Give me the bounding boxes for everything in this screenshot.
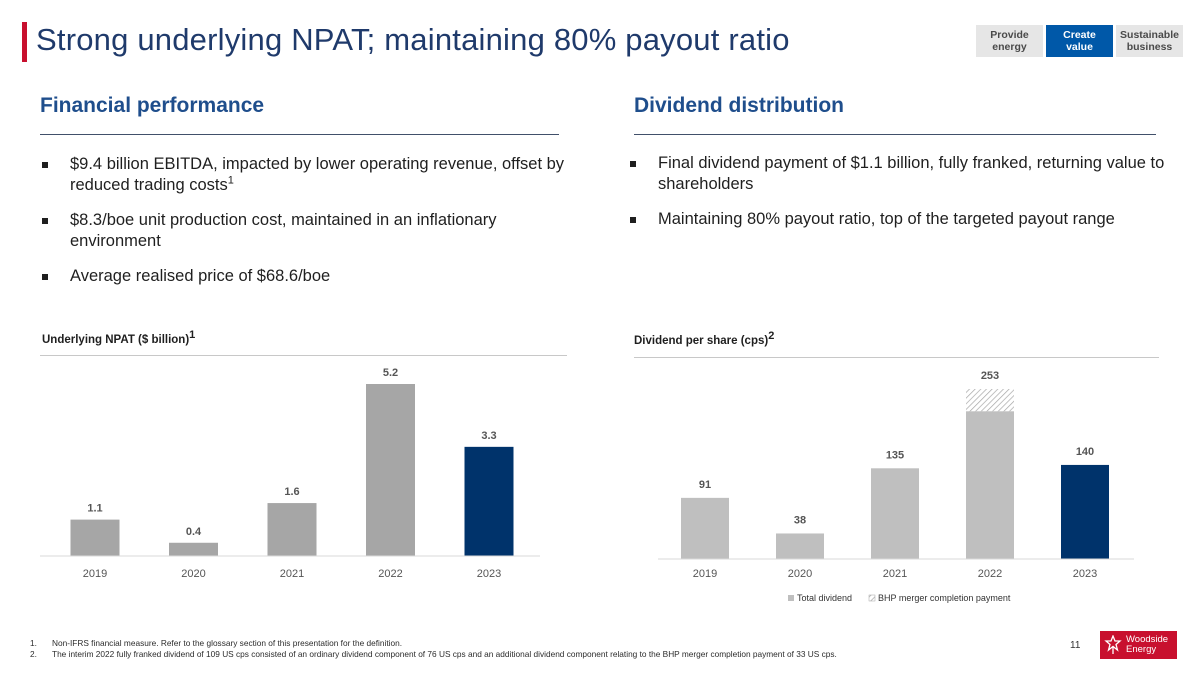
dps-data-label: 135 [886,449,904,461]
npat-bar [169,542,218,556]
dps-x-tick-label: 2022 [978,568,1002,580]
logo-line2: Energy [1126,644,1157,655]
npat-x-tick-label: 2019 [83,568,107,580]
tab-label-line1: Provide [990,29,1029,41]
tab-create-value[interactable]: Create value [1046,25,1113,57]
dps-data-label: 253 [981,370,999,382]
woodside-logo: Woodside Energy [1100,631,1177,659]
npat-bar-chart: 1.1 2019 0.4 2020 1.6 2021 5.2 2022 3.3 2023 [40,367,540,580]
legend-swatch-bhp [868,594,876,602]
npat-bar [267,503,317,556]
tab-label-line1: Sustainable [1120,29,1179,41]
page-title: Strong underlying NPAT; maintaining 80% … [36,22,790,57]
npat-data-label: 3.3 [481,430,496,442]
dps-bar-total [871,468,919,559]
bullet-final-dividend: Final dividend payment of $1.1 billion, … [628,153,1173,195]
dps-bar-total [776,533,824,559]
npat-bar [366,384,415,556]
bullet-unit-cost: $8.3/boe unit production cost, maintaine… [40,210,570,252]
npat-bar [464,446,514,556]
npat-data-label: 1.1 [87,503,102,515]
page-number: 11 [1070,640,1081,651]
dps-x-tick-label: 2023 [1073,568,1097,580]
npat-bar [70,519,120,556]
dps-data-label: 91 [699,479,711,491]
npat-data-label: 1.6 [284,486,299,498]
right-heading-rule [634,134,1156,135]
bullet-ebitda: $9.4 billion EBITDA, impacted by lower o… [40,154,570,196]
financial-bullets: $9.4 billion EBITDA, impacted by lower o… [40,154,570,301]
dps-data-label: 140 [1076,446,1094,458]
legend-label-bhp: BHP merger completion payment [878,593,1011,603]
left-heading-rule [40,134,559,135]
dps-bar-total [1061,464,1109,559]
npat-data-label: 5.2 [383,367,398,379]
legend-label-total: Total dividend [797,593,852,603]
npat-chart-rule [40,355,567,356]
dps-x-tick-label: 2020 [788,568,812,580]
npat-x-tick-label: 2023 [477,568,501,580]
footnote: 1. Non-IFRS financial measure. Refer to t… [30,638,403,648]
npat-x-tick-label: 2020 [181,568,205,580]
dps-bar-total [966,411,1014,559]
footnote: 2. The interim 2022 fully franked dividen… [30,649,837,659]
tab-label-line1: Create [1063,29,1096,41]
tab-provide-energy[interactable]: Provide energy [976,25,1043,57]
title-accent-bar [22,22,27,62]
bullet-payout-ratio: Maintaining 80% payout ratio, top of the… [628,209,1173,230]
npat-data-label: 0.4 [186,526,202,538]
financial-performance-heading: Financial performance [40,94,265,117]
tab-label-line2: business [1126,41,1173,53]
footnotes: 1. Non-IFRS financial measure. Refer to t… [30,638,837,660]
npat-x-tick-label: 2022 [378,568,402,580]
tab-sustainable-business[interactable]: Sustainable business [1116,25,1183,57]
dividend-distribution-heading: Dividend distribution [634,94,844,117]
dps-bar-bhp [966,389,1014,412]
dps-x-tick-label: 2019 [693,568,717,580]
bullet-realised-price: Average realised price of $68.6/boe [40,266,570,287]
dps-chart-rule [634,357,1159,358]
npat-x-tick-label: 2021 [280,568,304,580]
dps-x-tick-label: 2021 [883,568,907,580]
tab-label-line2: energy [992,41,1027,53]
npat-chart-title: Underlying NPAT ($ billion)1 [42,329,196,346]
dps-chart-title: Dividend per share (cps)2 [634,330,775,347]
dps-bar-total [681,497,729,559]
dividend-bullets: Final dividend payment of $1.1 billion, … [628,153,1173,244]
logo-line1: Woodside [1126,634,1169,645]
tab-label-line2: value [1066,41,1093,53]
legend-swatch-total [788,595,794,601]
dps-data-label: 38 [794,514,806,526]
section-nav: Provide energy Create value Sustainable bus… [976,25,1183,57]
dps-bar-chart: 91 2019 38 2020 135 2021 253 2022 140 2023 Total d… [658,370,1134,603]
woodside-logo-icon [1104,635,1122,654]
